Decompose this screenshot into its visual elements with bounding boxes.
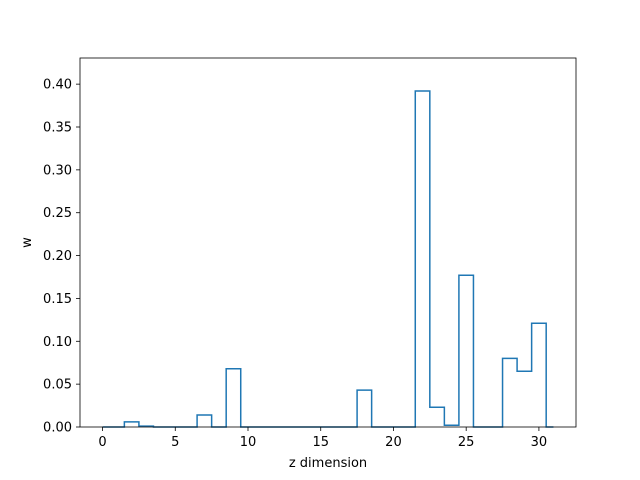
y-tick-label: 0.30	[43, 163, 72, 178]
y-tick-label: 0.15	[43, 292, 72, 307]
x-axis-ticks: 0 5 10 15 20 25 30	[98, 427, 547, 450]
step-series-line	[102, 90, 554, 428]
x-tick-label: 20	[385, 435, 402, 450]
x-tick-label: 30	[531, 435, 548, 450]
y-tick-label: 0.20	[43, 249, 72, 264]
x-tick-label: 10	[240, 435, 257, 450]
y-tick-label: 0.40	[43, 78, 72, 93]
y-axis-label: w	[20, 237, 35, 248]
x-tick-label: 5	[171, 435, 179, 450]
axes-frame	[79, 57, 577, 428]
y-tick-label: 0.35	[43, 121, 72, 136]
x-tick-label: 15	[312, 435, 329, 450]
y-tick-label: 0.25	[43, 206, 72, 221]
x-axis-label: z dimension	[289, 456, 367, 471]
y-tick-label: 0.05	[43, 378, 72, 393]
x-tick-label: 25	[458, 435, 475, 450]
x-tick-label: 0	[98, 435, 106, 450]
y-tick-label: 0.00	[43, 421, 72, 436]
y-axis-ticks: 0.00 0.05 0.10 0.15 0.20 0.25 0.30 0.35 0.40	[43, 78, 80, 436]
y-tick-label: 0.10	[43, 335, 72, 350]
